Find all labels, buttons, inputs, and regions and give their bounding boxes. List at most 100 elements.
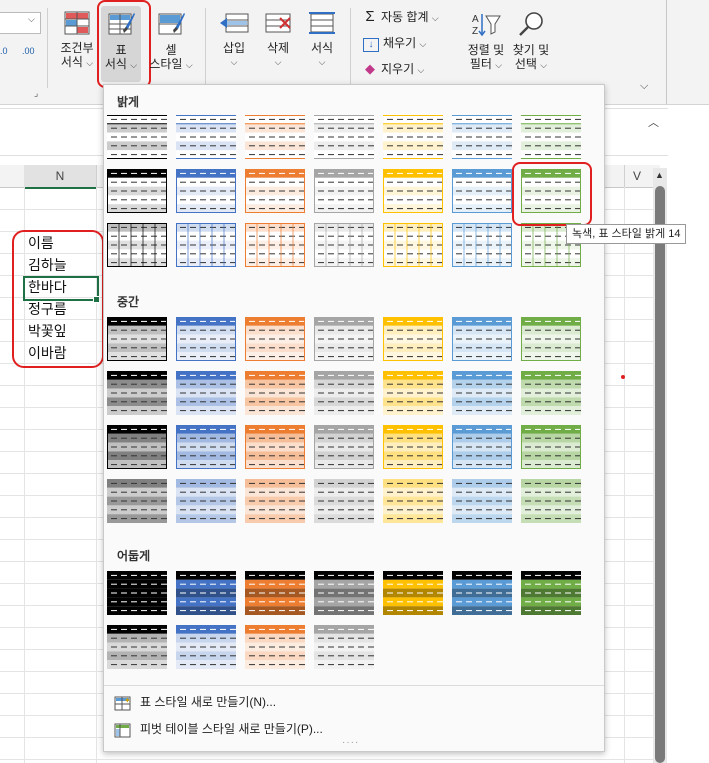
format-button[interactable]: 서식 ⌵	[302, 10, 342, 69]
table-style-m3-1[interactable]	[107, 425, 167, 469]
table-style-m1-1[interactable]	[107, 317, 167, 361]
table-style-d2-4[interactable]	[314, 625, 374, 669]
find-select-button[interactable]: 찾기 및 선택 ⌵	[508, 10, 554, 72]
table-style-l1-4[interactable]	[314, 115, 374, 159]
table-style-m3-5[interactable]	[383, 425, 443, 469]
table-style-m2-3[interactable]	[245, 371, 305, 415]
table-style-m2-1[interactable]	[107, 371, 167, 415]
table-style-m2-7[interactable]	[521, 371, 581, 415]
cell-n-name[interactable]: 정구름	[28, 301, 67, 317]
sort-filter-button[interactable]: A Z 정렬 및 필터 ⌵	[458, 10, 514, 72]
new-table-style-item[interactable]: ✦ 표 스타일 새로 만들기(N)...	[114, 691, 276, 713]
increase-decimal-button[interactable]: .00	[22, 46, 35, 56]
table-style-m2-4[interactable]	[314, 371, 374, 415]
table-style-d2-3[interactable]	[245, 625, 305, 669]
table-style-l2-5[interactable]	[383, 169, 443, 213]
table-style-m4-3[interactable]	[245, 479, 305, 523]
table-style-l3-4[interactable]	[314, 223, 374, 267]
ribbon-collapse-icon[interactable]: ⌵	[640, 80, 649, 92]
table-style-m4-1[interactable]	[107, 479, 167, 523]
table-style-preview-icon	[245, 425, 305, 469]
table-style-preview-icon	[107, 223, 167, 267]
conditional-format-button[interactable]: 조건부 서식 ⌵	[54, 10, 100, 70]
table-style-preview-icon	[176, 625, 236, 669]
number-format-dropdown[interactable]	[0, 12, 41, 34]
cell-n-header[interactable]: 이름	[28, 235, 54, 251]
column-header-v[interactable]: V	[632, 169, 641, 183]
table-style-d2-1[interactable]	[107, 625, 167, 669]
table-style-l2-4[interactable]	[314, 169, 374, 213]
dialog-launcher-icon[interactable]: ⌟	[34, 88, 39, 98]
table-style-m3-2[interactable]	[176, 425, 236, 469]
table-style-m4-7[interactable]	[521, 479, 581, 523]
table-style-l2-2[interactable]	[176, 169, 236, 213]
table-style-l2-3[interactable]	[245, 169, 305, 213]
table-style-d1-5[interactable]	[383, 571, 443, 615]
table-style-d1-7[interactable]	[521, 571, 581, 615]
svg-text:A: A	[472, 14, 479, 25]
cell-styles-button[interactable]: 셀 스타일 ⌵	[146, 10, 196, 72]
table-style-l1-2[interactable]	[176, 115, 236, 159]
table-style-l2-7[interactable]	[521, 169, 581, 213]
table-style-m1-6[interactable]	[452, 317, 512, 361]
table-style-l3-2[interactable]	[176, 223, 236, 267]
table-style-l1-7[interactable]	[521, 115, 581, 159]
eraser-icon: ◆	[365, 61, 375, 76]
scrollbar-thumb[interactable]	[655, 186, 665, 763]
insert-button[interactable]: 삽입 ⌵	[214, 10, 254, 69]
table-style-m2-5[interactable]	[383, 371, 443, 415]
delete-button[interactable]: 삭제 ⌵	[258, 10, 298, 69]
table-style-l3-5[interactable]	[383, 223, 443, 267]
resize-grip-icon[interactable]: ····	[342, 737, 360, 748]
column-header-n[interactable]: N	[24, 165, 97, 189]
table-style-d1-6[interactable]	[452, 571, 512, 615]
table-style-m2-6[interactable]	[452, 371, 512, 415]
table-style-m4-6[interactable]	[452, 479, 512, 523]
table-style-l2-1[interactable]	[107, 169, 167, 213]
table-style-preview-icon	[245, 169, 305, 213]
decrease-decimal-button[interactable]: .0	[0, 46, 8, 56]
table-style-l3-3[interactable]	[245, 223, 305, 267]
table-style-m1-5[interactable]	[383, 317, 443, 361]
table-style-m4-5[interactable]	[383, 479, 443, 523]
table-style-preview-icon	[107, 115, 167, 159]
column-header-m[interactable]	[0, 165, 25, 187]
table-style-m1-4[interactable]	[314, 317, 374, 361]
table-style-m3-3[interactable]	[245, 425, 305, 469]
cell-n-name[interactable]: 이바람	[28, 345, 67, 361]
scroll-up-icon[interactable]: ▲	[655, 170, 664, 180]
table-style-l3-6[interactable]	[452, 223, 512, 267]
table-style-d2-2[interactable]	[176, 625, 236, 669]
table-style-m4-4[interactable]	[314, 479, 374, 523]
table-style-m1-7[interactable]	[521, 317, 581, 361]
table-style-l1-1[interactable]	[107, 115, 167, 159]
table-style-d1-4[interactable]	[314, 571, 374, 615]
table-style-preview-icon	[107, 625, 167, 669]
fill-handle[interactable]	[93, 296, 100, 303]
cell-n-name[interactable]: 김하늘	[28, 257, 67, 273]
clear-button[interactable]: ◆ 지우기 ⌵	[365, 61, 425, 76]
table-style-l1-6[interactable]	[452, 115, 512, 159]
table-style-l1-3[interactable]	[245, 115, 305, 159]
table-style-m1-2[interactable]	[176, 317, 236, 361]
column-header-u[interactable]	[580, 165, 625, 187]
table-style-d1-2[interactable]	[176, 571, 236, 615]
table-style-m2-2[interactable]	[176, 371, 236, 415]
table-style-l1-5[interactable]	[383, 115, 443, 159]
table-style-d1-1[interactable]	[107, 571, 167, 615]
table-style-m4-2[interactable]	[176, 479, 236, 523]
table-style-m1-3[interactable]	[245, 317, 305, 361]
table-style-l3-1[interactable]	[107, 223, 167, 267]
cell-n-name-active[interactable]: 한바다	[28, 279, 67, 295]
fill-button[interactable]: ↓ 채우기 ⌵	[363, 34, 426, 52]
cell-n-name[interactable]: 박꽃잎	[28, 323, 67, 339]
table-style-preview-icon	[245, 317, 305, 361]
table-style-m3-4[interactable]	[314, 425, 374, 469]
table-style-l2-6[interactable]	[452, 169, 512, 213]
formula-expand-icon[interactable]: ︿	[648, 117, 659, 129]
autosum-button[interactable]: Σ 자동 합계 ⌵	[363, 8, 438, 26]
table-style-d1-3[interactable]	[245, 571, 305, 615]
new-pivot-style-item[interactable]: 피벗 테이블 스타일 새로 만들기(P)...	[114, 718, 323, 740]
table-style-m3-7[interactable]	[521, 425, 581, 469]
table-style-m3-6[interactable]	[452, 425, 512, 469]
